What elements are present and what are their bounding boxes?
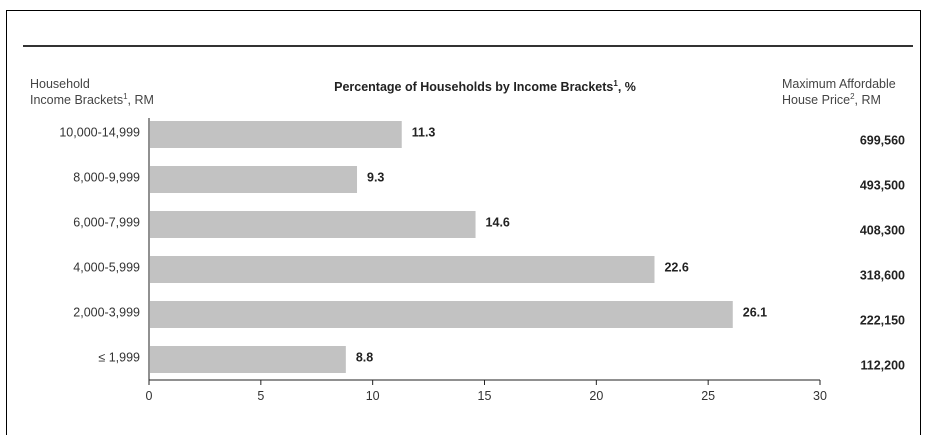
house-price-label: 318,600 [860,269,905,283]
bar-value-label: 22.6 [664,261,688,275]
bar [150,301,733,328]
category-label: 6,000-7,999 [73,216,140,230]
house-price-label: 408,300 [860,224,905,238]
chart-title-text: Percentage of Households by Income Brack… [334,80,614,94]
bar-value-label: 8.8 [356,351,373,365]
chart-title: Percentage of Households by Income Brack… [150,79,820,95]
house-price-label: 112,200 [861,359,906,373]
x-tick-label: 5 [257,389,264,403]
category-axis-header: Household Income Brackets1, RM [30,76,200,108]
house-price-header-unit: , RM [854,93,881,107]
category-header-line2: Income Brackets [30,93,124,107]
house-price-label: 699,560 [860,134,905,148]
bar-value-label: 9.3 [367,171,384,185]
category-label: 8,000-9,999 [73,171,140,185]
house-price-header-footnote: 2 [850,91,855,101]
bar [150,256,655,283]
house-price-header-line2: House Price [782,93,851,107]
category-label: 4,000-5,999 [73,261,140,275]
category-header-unit: , RM [127,93,154,107]
category-header-footnote: 1 [123,91,128,101]
category-label: 2,000-3,999 [73,306,140,320]
category-label: ≤ 1,999 [98,351,140,365]
bar [150,346,346,373]
x-tick-label: 0 [146,389,153,403]
house-price-header: Maximum Affordable House Price2, RM [782,76,922,108]
house-price-label: 493,500 [860,179,905,193]
bar [150,211,476,238]
top-rule [23,45,913,47]
x-tick-label: 30 [813,389,827,403]
x-tick-label: 15 [478,389,492,403]
bar-value-label: 14.6 [486,216,510,230]
bar-value-label: 11.3 [412,126,436,140]
house-price-label: 222,150 [860,314,905,328]
bar [150,121,402,148]
chart-title-unit: , % [617,80,636,94]
bar [150,166,358,193]
x-tick-label: 25 [701,389,715,403]
x-tick-label: 10 [366,389,380,403]
x-tick-label: 20 [589,389,603,403]
chart-frame [6,10,921,435]
category-header-line1: Household [30,77,90,91]
chart-title-footnote: 1 [613,78,618,88]
house-price-header-line1: Maximum Affordable [782,77,896,91]
bar-value-label: 26.1 [743,306,767,320]
category-label: 10,000-14,999 [59,126,140,140]
